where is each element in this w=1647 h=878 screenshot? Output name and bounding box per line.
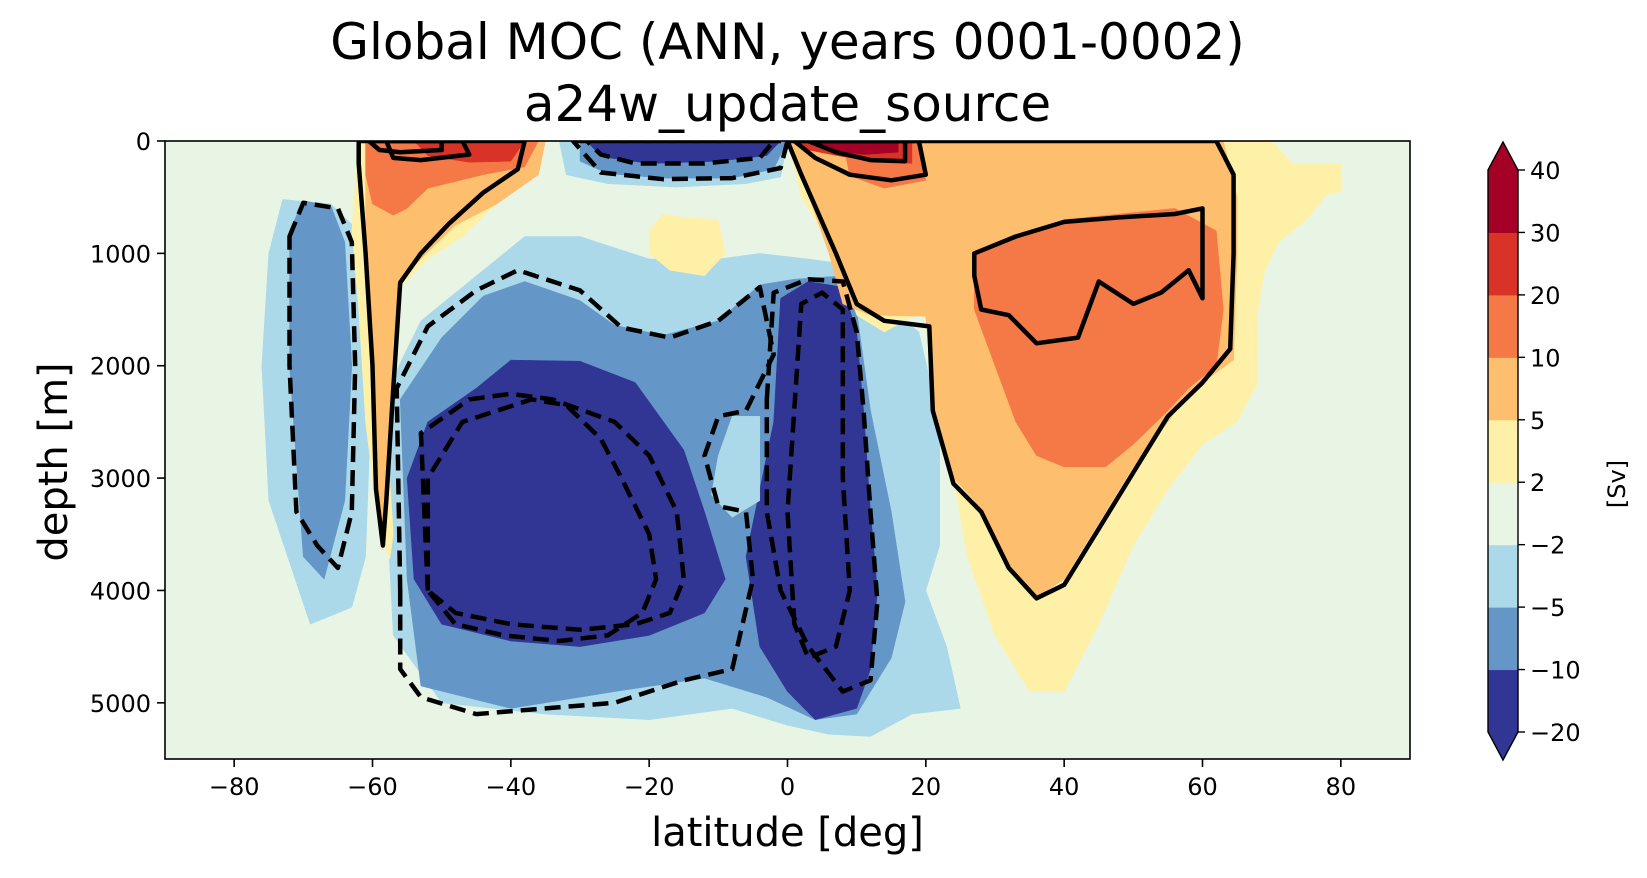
y-tick-label: 2000 <box>90 353 151 381</box>
contour-line-trop-surface-5 <box>570 141 790 182</box>
colorbar-tick-label: 5 <box>1530 407 1545 435</box>
contour-line-sf-5 <box>287 200 358 571</box>
x-tick-label: 80 <box>1326 773 1357 801</box>
contour-fill-aabw-core <box>406 359 726 647</box>
x-tick-label: −80 <box>209 773 260 801</box>
y-tick-label: 4000 <box>90 577 151 605</box>
contour-line-so-30 <box>366 141 444 155</box>
contour-line-eq-10 <box>792 141 929 183</box>
x-tick-label: −20 <box>624 773 675 801</box>
colorbar-tick-label: 40 <box>1530 157 1561 185</box>
contour-line-trop-surface-10 <box>584 141 776 166</box>
colorbar-tick-label: 10 <box>1530 344 1561 372</box>
contour-line-trop-deep-10 <box>764 276 880 694</box>
x-tick-label: −40 <box>486 773 537 801</box>
colorbar-segment <box>1488 232 1518 296</box>
y-tick-label: 5000 <box>90 690 151 718</box>
contour-fill-tropical-hole-lightblue <box>711 416 761 518</box>
x-tick-label: 60 <box>1187 773 1218 801</box>
colorbar-segment <box>1488 294 1518 358</box>
colorbar-segment <box>1488 357 1518 421</box>
contour-line-so-20 <box>384 141 472 163</box>
y-axis-label: depth [m] <box>31 362 77 562</box>
colorbar-tick-label: 2 <box>1530 469 1545 497</box>
x-tick-label: 20 <box>911 773 942 801</box>
contour-line-trop-deep-20 <box>785 290 853 661</box>
contour-line-amoc-10 <box>972 206 1205 346</box>
colorbar-segment <box>1488 669 1518 733</box>
colorbar-label: [Sv] <box>1603 459 1631 509</box>
x-axis: −80 −60 −40 −20 0 20 40 60 80 <box>209 759 1356 801</box>
contour-line-aabw-10 <box>418 391 687 633</box>
contour-line-aabw-20 <box>425 397 659 644</box>
contour-line-layer <box>287 141 1236 717</box>
contour-fill-amoc-dark-orange <box>974 208 1224 468</box>
colorbar-segment <box>1488 482 1518 546</box>
colorbar-tick-label: −20 <box>1530 719 1581 747</box>
contour-line-so-2 <box>356 141 527 548</box>
contour-line-eq-20 <box>806 141 908 164</box>
colorbar-segment <box>1488 544 1518 608</box>
colorbar-tick-label: 20 <box>1530 282 1561 310</box>
colorbar-extend-min <box>1488 732 1518 760</box>
y-axis: 0 1000 2000 3000 4000 5000 <box>90 128 165 718</box>
chart-subtitle: a24w_update_source <box>523 75 1052 133</box>
y-tick-label: 3000 <box>90 465 151 493</box>
x-tick-label: −60 <box>347 773 398 801</box>
colorbar-segment <box>1488 170 1518 233</box>
colorbar-tick-label: −5 <box>1530 594 1565 622</box>
contour-line-amoc-2 <box>785 141 1236 601</box>
colorbar-extend-max <box>1488 142 1518 170</box>
colorbar-tick-label: −2 <box>1530 532 1565 560</box>
x-tick-label: 40 <box>1049 773 1080 801</box>
colorbar-tick-label: 30 <box>1530 219 1561 247</box>
colorbar-tick-label: −10 <box>1530 657 1581 685</box>
x-tick-label: 0 <box>780 773 795 801</box>
contour-fill-north-light-yellow <box>1257 163 1342 200</box>
colorbar: −20 −10 −5 −2 2 5 10 20 30 40 <box>1487 140 1581 762</box>
contour-line-aabw-5 <box>394 267 776 717</box>
x-axis-label: latitude [deg] <box>651 810 924 856</box>
chart-title: Global MOC (ANN, years 0001-0002) <box>330 13 1245 71</box>
contour-fill-small-yellow-patch <box>648 213 726 277</box>
y-tick-label: 0 <box>136 128 151 156</box>
colorbar-segment <box>1488 607 1518 671</box>
y-tick-label: 1000 <box>90 240 151 268</box>
colorbar-segment <box>1488 419 1518 483</box>
